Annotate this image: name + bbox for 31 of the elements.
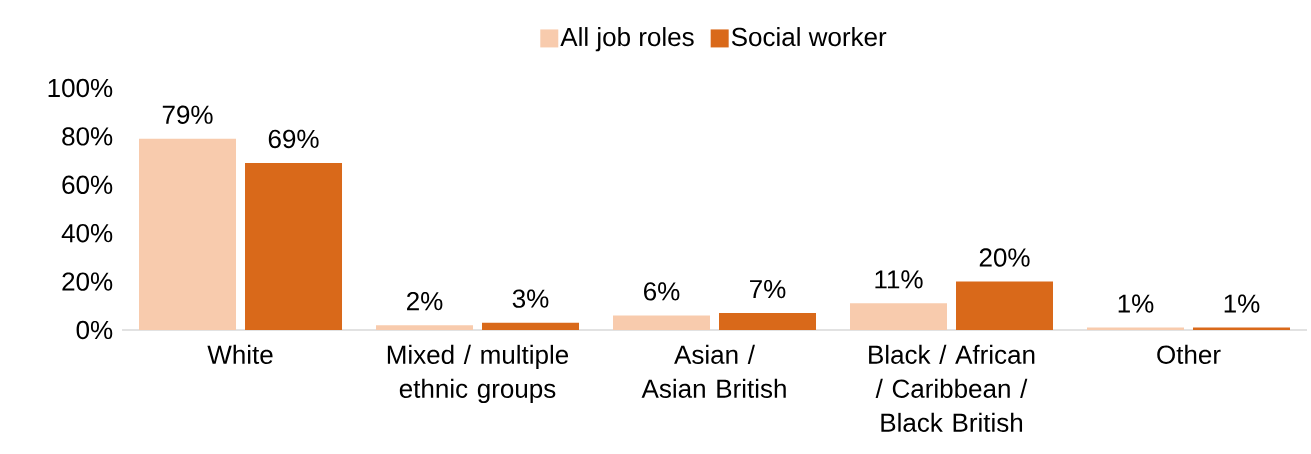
y-tick-label: 20%: [62, 272, 113, 291]
y-tick-label: 40%: [61, 223, 113, 243]
y-tick-label: 100%: [48, 78, 113, 98]
x-tick-label: Black / African / Caribbean / Black British: [869, 344, 1035, 432]
bar: [245, 163, 343, 330]
bar: [719, 313, 817, 330]
bar: [482, 322, 580, 330]
data-label: 7%: [750, 279, 786, 299]
bar: [613, 315, 711, 330]
data-label: 2%: [407, 291, 443, 311]
y-tick-label: 80%: [62, 127, 113, 146]
data-label: 79%: [162, 105, 213, 124]
x-tick-label: Mixed / multiple ethnic groups: [387, 344, 569, 404]
data-label: 3%: [512, 289, 549, 308]
y-tick-label: 60%: [62, 175, 113, 194]
data-label: 6%: [644, 282, 680, 301]
data-label: 11%: [875, 270, 923, 289]
x-tick-label: White: [207, 344, 273, 364]
data-label: 20%: [979, 248, 1030, 267]
bar: [376, 325, 474, 330]
data-label: 69%: [268, 129, 319, 149]
legend-label: All job roles: [560, 27, 694, 52]
legend-label: Social worker: [731, 27, 887, 47]
data-label: 1%: [1224, 294, 1260, 313]
x-tick-label: Asian / Asian British: [641, 344, 786, 398]
bar: [850, 303, 947, 330]
y-tick-label: 0%: [76, 320, 113, 340]
data-label: 1%: [1118, 294, 1154, 313]
x-tick-label: Other: [1157, 344, 1221, 364]
bar: [956, 281, 1053, 330]
bar: [139, 138, 237, 330]
